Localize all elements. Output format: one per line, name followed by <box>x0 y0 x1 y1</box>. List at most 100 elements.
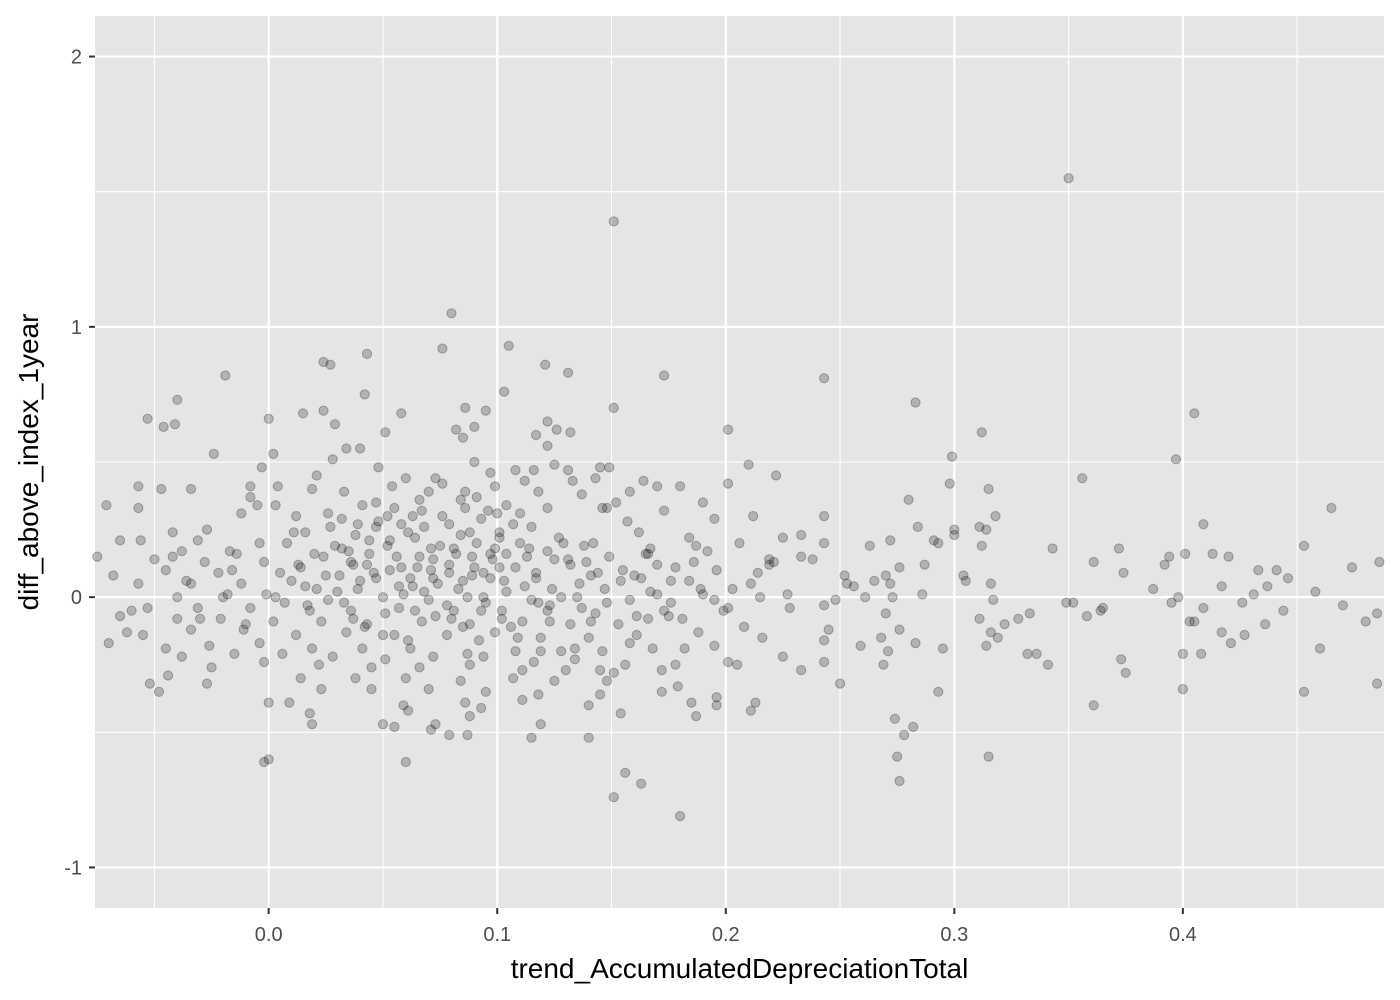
data-point <box>357 500 368 511</box>
data-point <box>489 627 501 638</box>
data-point <box>604 551 615 562</box>
data-point <box>1088 700 1099 711</box>
x-tick-label: 0.4 <box>1169 924 1197 946</box>
data-point <box>281 538 293 549</box>
data-point <box>981 524 992 535</box>
data-point <box>364 535 375 546</box>
data-point <box>359 389 370 400</box>
data-point <box>425 543 437 554</box>
data-point <box>510 646 521 657</box>
data-point <box>460 402 471 413</box>
data-point <box>300 527 311 538</box>
data-point <box>414 551 425 562</box>
data-point <box>1170 454 1182 465</box>
data-point <box>405 643 416 654</box>
data-point <box>572 592 583 603</box>
data-point <box>819 538 830 549</box>
data-point <box>291 629 302 641</box>
data-point <box>723 656 734 668</box>
data-point <box>526 521 537 533</box>
data-point <box>352 583 363 595</box>
data-point <box>446 308 457 319</box>
data-point <box>659 505 670 516</box>
data-point <box>1081 611 1093 622</box>
data-point <box>542 546 553 557</box>
data-point <box>1184 616 1195 627</box>
data-point <box>1207 548 1218 560</box>
data-point <box>256 462 267 473</box>
data-point <box>460 697 471 708</box>
data-point <box>608 792 619 803</box>
data-point <box>531 567 542 578</box>
data-point <box>684 532 695 543</box>
data-point <box>640 548 651 560</box>
data-point <box>272 481 283 492</box>
data-point <box>597 502 608 514</box>
data-point <box>407 510 418 522</box>
data-point <box>291 510 302 522</box>
data-point <box>697 589 709 600</box>
data-point <box>302 600 313 611</box>
data-point <box>389 629 400 641</box>
data-point <box>517 665 528 676</box>
data-point <box>430 719 441 730</box>
data-point <box>709 513 720 524</box>
data-point <box>400 473 411 484</box>
data-point <box>224 546 235 557</box>
data-point <box>928 535 939 546</box>
data-point <box>784 602 795 614</box>
data-point <box>819 635 830 646</box>
data-point <box>398 700 409 711</box>
data-point <box>245 492 256 503</box>
data-point <box>624 638 635 649</box>
data-point <box>371 521 382 533</box>
data-point <box>206 662 217 673</box>
data-point <box>864 540 875 551</box>
data-point <box>471 538 482 549</box>
data-point <box>697 497 709 508</box>
data-point <box>908 721 919 733</box>
data-point <box>565 559 576 570</box>
data-point <box>565 427 576 438</box>
data-point <box>485 573 496 584</box>
data-point <box>496 605 507 616</box>
data-point <box>153 686 165 697</box>
data-point <box>686 697 697 708</box>
data-point <box>542 440 553 451</box>
data-point <box>270 500 281 511</box>
data-point <box>391 551 402 562</box>
data-point <box>588 538 599 549</box>
data-point <box>398 589 409 600</box>
data-point <box>652 559 663 570</box>
data-point <box>441 629 453 641</box>
data-point <box>517 694 528 706</box>
data-point <box>976 427 987 438</box>
data-point <box>819 656 830 668</box>
data-point <box>663 611 674 622</box>
data-point <box>268 616 279 627</box>
data-point <box>807 554 818 565</box>
data-point <box>405 573 416 584</box>
data-point <box>126 605 137 616</box>
data-point <box>428 573 439 584</box>
data-point <box>419 586 430 597</box>
data-point <box>675 811 686 822</box>
data-point <box>380 608 391 619</box>
x-tick-label: 0.3 <box>940 924 968 946</box>
data-point <box>894 624 905 635</box>
data-point <box>167 551 178 562</box>
data-point <box>471 492 482 503</box>
data-point <box>389 721 400 733</box>
data-point <box>983 483 994 495</box>
data-point <box>327 651 338 662</box>
data-point <box>727 583 738 595</box>
data-point <box>172 592 183 603</box>
data-point <box>643 613 654 624</box>
data-point <box>1225 638 1237 649</box>
y-tick-label: -1 <box>64 857 82 879</box>
data-point <box>860 592 871 603</box>
data-point <box>1166 597 1177 608</box>
data-point <box>990 510 1001 522</box>
data-point <box>583 632 594 643</box>
